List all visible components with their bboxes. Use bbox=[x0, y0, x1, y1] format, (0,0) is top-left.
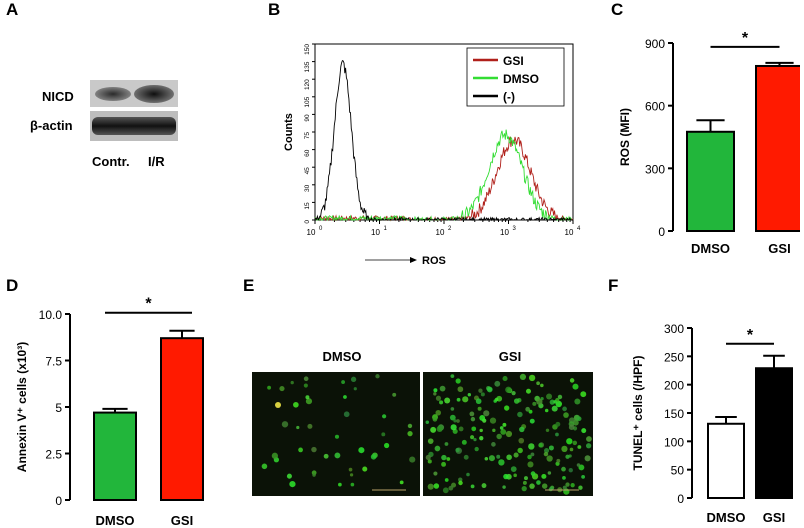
panel-label-e: E bbox=[243, 276, 255, 295]
microscopy-background bbox=[252, 372, 420, 496]
blot-image bbox=[90, 80, 178, 141]
y-tick-label: 135 bbox=[304, 61, 311, 72]
panel-label-f: F bbox=[608, 276, 619, 295]
x-tick-label: 10 bbox=[371, 228, 380, 237]
image-divider bbox=[420, 372, 423, 496]
y-tick-label: 5 bbox=[55, 401, 62, 415]
y-tick-label: 2.5 bbox=[45, 448, 62, 462]
panel-label-b: B bbox=[268, 0, 281, 19]
bar bbox=[160, 337, 204, 502]
y-axis-label: TUNEL⁺ cells (/HPF) bbox=[631, 355, 645, 470]
x-tick-exponent: 4 bbox=[577, 226, 581, 232]
legend-entry: GSI bbox=[503, 54, 524, 68]
panel-label-a: A bbox=[6, 0, 19, 19]
bar bbox=[686, 130, 735, 232]
y-axis-label: Annexin V⁺ cells (x10³) bbox=[15, 342, 29, 472]
y-axis-label: ROS (MFI) bbox=[618, 108, 632, 166]
category-label: GSI bbox=[171, 513, 193, 528]
y-tick-label: 45 bbox=[304, 167, 311, 175]
y-tick-label: 120 bbox=[304, 79, 311, 90]
y-tick-label: 900 bbox=[645, 37, 665, 51]
y-tick-label: 15 bbox=[304, 202, 311, 210]
y-tick-label: 150 bbox=[304, 44, 311, 55]
microscopy-image-gsi bbox=[423, 372, 593, 496]
y-tick-label: 0 bbox=[658, 225, 665, 239]
legend-entry: (-) bbox=[503, 90, 515, 104]
y-tick-label: 600 bbox=[645, 100, 665, 114]
x-tick-exponent: 1 bbox=[384, 226, 388, 232]
panel-label-c: C bbox=[611, 0, 624, 19]
x-tick-label: 10 bbox=[500, 228, 509, 237]
blot-lane-label-control: Contr. bbox=[92, 154, 130, 169]
x-axis-arrowhead bbox=[410, 257, 417, 263]
y-tick-label: 50 bbox=[671, 464, 685, 478]
x-tick-exponent: 2 bbox=[448, 226, 452, 232]
category-label: DMSO bbox=[707, 510, 746, 525]
microscopy-image-dmso bbox=[252, 372, 420, 496]
x-tick-label: 10 bbox=[307, 228, 316, 237]
micro-label-gsi: GSI bbox=[498, 349, 522, 364]
y-tick-label: 0 bbox=[55, 494, 62, 508]
significance-star: * bbox=[145, 296, 152, 313]
y-tick-label: 105 bbox=[304, 96, 311, 107]
y-axis-label: Counts bbox=[283, 113, 295, 151]
y-tick-label: 300 bbox=[645, 162, 665, 176]
x-tick-exponent: 3 bbox=[513, 226, 517, 232]
x-tick-label: 10 bbox=[565, 228, 574, 237]
y-tick-label: 200 bbox=[664, 379, 684, 393]
category-label: DMSO bbox=[96, 513, 135, 528]
y-tick-label: 300 bbox=[664, 322, 684, 336]
micro-label-dmso: DMSO bbox=[322, 349, 362, 364]
legend-entry: DMSO bbox=[503, 72, 539, 86]
blot-row-label-nicd: NICD bbox=[42, 89, 74, 104]
y-tick-label: 0 bbox=[677, 492, 684, 506]
category-label: GSI bbox=[768, 241, 790, 256]
annexin-bar-chart: 0 2.5 5 7.5 10.0 Annexin V⁺ cells (x10³) DMSO G… bbox=[15, 296, 204, 528]
y-tick-label: 90 bbox=[304, 114, 311, 122]
significance-star: * bbox=[742, 30, 749, 47]
x-axis-label: ROS bbox=[422, 255, 446, 267]
y-tick-label: 10.0 bbox=[39, 308, 63, 322]
y-tick-label: 0 bbox=[304, 220, 311, 224]
ros-mfi-bar-chart: 0 300 600 900 ROS (MFI) DMSO GSI * bbox=[618, 30, 800, 256]
bar bbox=[755, 64, 800, 232]
y-tick-label: 7.5 bbox=[45, 355, 62, 369]
y-tick-label: 150 bbox=[664, 407, 684, 421]
significance-star: * bbox=[747, 327, 754, 344]
y-tick-label: 75 bbox=[304, 132, 311, 140]
panel-label-d: D bbox=[6, 276, 19, 295]
blot-row-label-actin: β-actin bbox=[30, 118, 73, 133]
histogram-series-line bbox=[314, 136, 574, 222]
y-tick-label: 60 bbox=[304, 149, 311, 157]
blot-lane-label-ir: I/R bbox=[148, 154, 165, 169]
y-tick-label: 100 bbox=[664, 435, 684, 449]
x-tick-exponent: 0 bbox=[319, 226, 323, 232]
x-tick-label: 10 bbox=[436, 228, 445, 237]
y-tick-label: 30 bbox=[304, 184, 311, 192]
bar bbox=[93, 411, 137, 501]
tunel-bar-chart: 0 50 100 150 200 250 300 TUNEL⁺ cells (/HPF) DMS… bbox=[631, 322, 793, 525]
category-label: DMSO bbox=[691, 241, 730, 256]
microscopy-images bbox=[252, 372, 593, 496]
histogram-series-line bbox=[314, 129, 574, 222]
bar bbox=[707, 422, 745, 499]
bar bbox=[755, 367, 793, 499]
category-label: GSI bbox=[763, 510, 785, 525]
legend: GSI DMSO (-) bbox=[466, 47, 565, 107]
y-tick-label: 250 bbox=[664, 350, 684, 364]
histogram-series-line bbox=[314, 59, 573, 222]
